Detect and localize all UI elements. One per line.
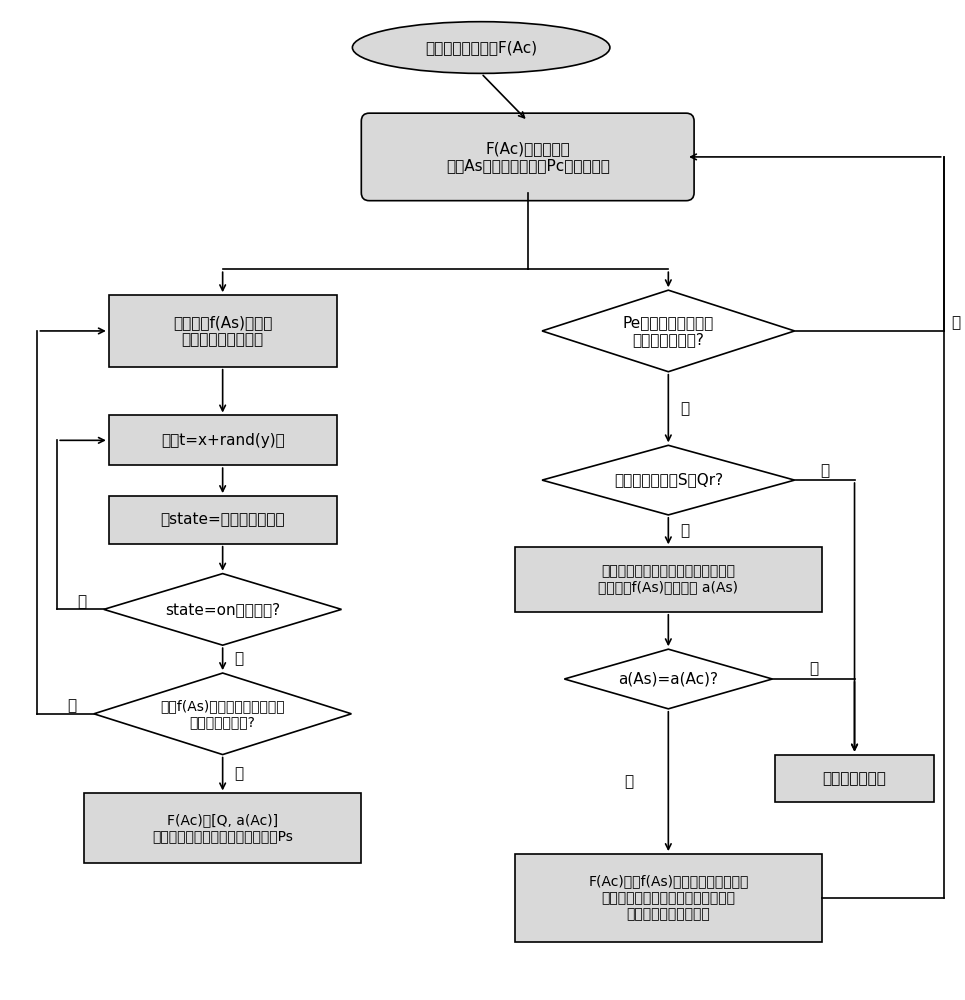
Ellipse shape	[352, 22, 610, 73]
Text: 否: 否	[67, 698, 76, 713]
Text: Pe收到服务器端应用
发来的指令数据?: Pe收到服务器端应用 发来的指令数据?	[622, 315, 714, 347]
Text: 是: 是	[680, 524, 689, 539]
Polygon shape	[565, 649, 772, 709]
Text: 令state=局域网连接状态: 令state=局域网连接状态	[160, 512, 285, 527]
Text: 否: 否	[77, 594, 86, 609]
Text: 是: 是	[234, 652, 243, 667]
Text: 否: 否	[809, 662, 818, 677]
Text: 是: 是	[680, 401, 689, 416]
FancyBboxPatch shape	[514, 854, 822, 942]
Polygon shape	[542, 445, 794, 515]
Text: a(As)=a(Ac)?: a(As)=a(Ac)?	[619, 672, 718, 686]
Text: 特征f(As)和第一网路设备的网
络地址是否为空?: 特征f(As)和第一网路设备的网 络地址是否为空?	[160, 699, 285, 729]
FancyBboxPatch shape	[109, 415, 337, 465]
FancyBboxPatch shape	[84, 793, 361, 863]
FancyBboxPatch shape	[109, 295, 337, 367]
FancyBboxPatch shape	[109, 496, 337, 544]
Text: 是: 是	[624, 774, 634, 789]
FancyBboxPatch shape	[361, 113, 694, 201]
Text: 获取指令数据中的与服务器端应用相
关的特征f(As)和授权码 a(As): 获取指令数据中的与服务器端应用相 关的特征f(As)和授权码 a(As)	[598, 564, 738, 595]
Text: 清空特征f(As)和第一
网路设备的网络地址: 清空特征f(As)和第一 网路设备的网络地址	[173, 315, 272, 347]
Text: 丢弃该指令数据: 丢弃该指令数据	[822, 771, 887, 786]
Text: 启动第二服务引擎F(Ac): 启动第二服务引擎F(Ac)	[426, 40, 538, 55]
Polygon shape	[542, 290, 794, 372]
Text: F(Ac)将[Q, a(Ac)]
送达至服务器端应用数据接收端口Ps: F(Ac)将[Q, a(Ac)] 送达至服务器端应用数据接收端口Ps	[152, 813, 293, 843]
Text: 否: 否	[820, 463, 829, 478]
Text: F(Ac)建立客户端
应用As的数据接收端口Pc的监听服务: F(Ac)建立客户端 应用As的数据接收端口Pc的监听服务	[446, 141, 610, 173]
Polygon shape	[104, 574, 342, 645]
Text: 睡眠t=x+rand(y)秒: 睡眠t=x+rand(y)秒	[161, 433, 285, 448]
Text: 否: 否	[951, 315, 961, 330]
Text: 是: 是	[234, 766, 243, 781]
Text: 第一标识字段为S或Qr?: 第一标识字段为S或Qr?	[614, 473, 723, 488]
Polygon shape	[94, 673, 351, 755]
Text: state=on是否为真?: state=on是否为真?	[165, 602, 280, 617]
Text: F(Ac)获取f(As)和第一网络设备的网
络地址，建立与第一网络设备上的服
务器端应用之间的连接: F(Ac)获取f(As)和第一网络设备的网 络地址，建立与第一网络设备上的服 务…	[588, 875, 749, 921]
FancyBboxPatch shape	[514, 547, 822, 612]
FancyBboxPatch shape	[775, 755, 934, 802]
